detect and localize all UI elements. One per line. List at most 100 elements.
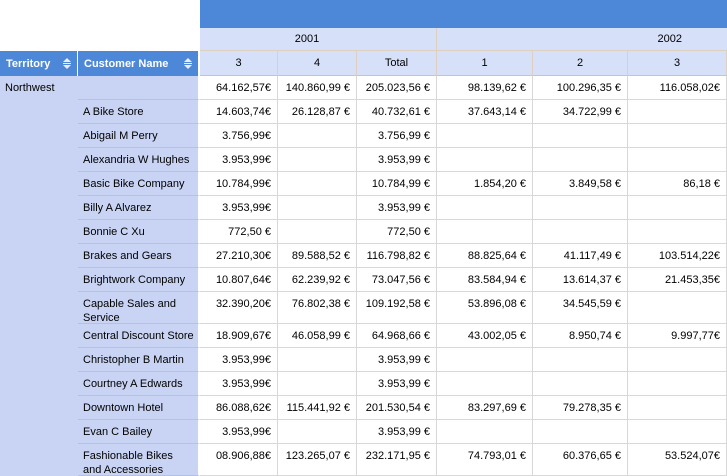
value-cell: 3.756,99 €: [357, 124, 437, 148]
customer-name-cell[interactable]: Alexandria W Hughes: [78, 148, 200, 172]
value-cell: [628, 124, 727, 148]
value-cell: 3.953,99€: [200, 196, 278, 220]
quarter-label: 3: [235, 57, 242, 69]
customer-name-cell[interactable]: Evan C Bailey: [78, 420, 200, 444]
value-cell: 3.953,99 €: [357, 372, 437, 396]
value-cell: 14.603,74€: [200, 100, 278, 124]
value-cell: 3.953,99 €: [357, 148, 437, 172]
customer-name-cell[interactable]: Brakes and Gears: [78, 244, 200, 268]
value-cell: [533, 220, 628, 244]
value-cell: 3.953,99 €: [357, 348, 437, 372]
value-cell: 8.950,74 €: [533, 324, 628, 348]
value-cell: 64.968,66 €: [357, 324, 437, 348]
quarter-header-2002-1[interactable]: 1: [437, 51, 533, 76]
quarter-header-2001-4[interactable]: 4: [278, 51, 357, 76]
value-cell: [278, 124, 357, 148]
value-cell: [533, 124, 628, 148]
customer-name-cell[interactable]: Central Discount Store: [78, 324, 200, 348]
value-cell: 115.441,92 €: [278, 396, 357, 420]
sort-up-arrow-icon: [183, 58, 192, 62]
value-cell: 08.906,88€: [200, 444, 278, 476]
value-cell: 64.162,57€: [200, 76, 278, 100]
year-header-2002[interactable]: 2002: [437, 28, 727, 51]
value-cell: 34.545,59 €: [533, 292, 628, 324]
value-cell: 772,50 €: [357, 220, 437, 244]
territory-header-label: Territory: [6, 57, 51, 70]
value-cell: 43.002,05 €: [437, 324, 533, 348]
value-cell: 13.614,37 €: [533, 268, 628, 292]
value-cell: 79.278,35 €: [533, 396, 628, 420]
value-cell: 201.530,54 €: [357, 396, 437, 420]
quarter-label: 2: [576, 57, 584, 69]
customer-name-cell[interactable]: Christopher B Martin: [78, 348, 200, 372]
year-header-row: 2001 2002: [200, 28, 727, 51]
table-row: Evan C Bailey 3.953,99€ 3.953,99 €: [78, 420, 727, 444]
pivot-top-band: [200, 0, 727, 28]
value-cell: [628, 220, 727, 244]
customer-name-cell[interactable]: Brightwork Company: [78, 268, 200, 292]
value-cell: 103.514,22€: [628, 244, 727, 268]
column-header-row: Territory Customer Name 3 4 Total 1 2 3: [0, 51, 727, 76]
value-cell: 62.239,92 €: [278, 268, 357, 292]
value-cell: 772,50 €: [200, 220, 278, 244]
value-cell: [628, 372, 727, 396]
customer-name-cell[interactable]: Abigail M Perry: [78, 124, 200, 148]
quarter-header-2002-3[interactable]: 3: [628, 51, 727, 76]
value-cell: [533, 420, 628, 444]
customer-sort-icon[interactable]: [181, 58, 194, 69]
customer-name-cell[interactable]: Billy A Alvarez: [78, 196, 200, 220]
value-cell: 88.825,64 €: [437, 244, 533, 268]
table-row: Billy A Alvarez 3.953,99€ 3.953,99 €: [78, 196, 727, 220]
value-cell: 116.058,02€: [628, 76, 727, 100]
customer-name-cell[interactable]: Courtney A Edwards: [78, 372, 200, 396]
value-cell: [278, 172, 357, 196]
customer-name-cell[interactable]: Capable Sales and Service: [78, 292, 200, 324]
quarter-header-2002-2[interactable]: 2: [533, 51, 628, 76]
customer-name-cell[interactable]: A Bike Store: [78, 100, 200, 124]
value-cell: 100.296,35 €: [533, 76, 628, 100]
customer-name-cell[interactable]: Downtown Hotel: [78, 396, 200, 420]
territory-column-header[interactable]: Territory: [0, 51, 78, 76]
table-row: Brakes and Gears 27.210,30€ 89.588,52 €116…: [78, 244, 727, 268]
value-cell: 73.047,56 €: [357, 268, 437, 292]
sort-down-arrow-icon: [183, 65, 192, 69]
customer-name-column-header[interactable]: Customer Name: [78, 51, 200, 76]
table-row: Basic Bike Company 10.784,99€ 10.784,99 €1…: [78, 172, 727, 196]
value-cell: [533, 148, 628, 172]
table-row: Abigail M Perry 3.756,99€ 3.756,99 €: [78, 124, 727, 148]
quarter-label: 3: [673, 57, 681, 69]
value-cell: 205.023,56 €: [357, 76, 437, 100]
value-cell: 3.953,99 €: [357, 420, 437, 444]
value-cell: 3.953,99€: [200, 372, 278, 396]
value-cell: [278, 420, 357, 444]
value-cell: 26.128,87 €: [278, 100, 357, 124]
territory-sort-icon[interactable]: [60, 58, 73, 69]
quarter-header-2001-total[interactable]: Total: [357, 51, 437, 76]
sort-down-arrow-icon: [62, 65, 71, 69]
value-cell: 53.524,07€: [628, 444, 727, 476]
table-row: Alexandria W Hughes 3.953,99€ 3.953,99 €: [78, 148, 727, 172]
value-cell: 60.376,65 €: [533, 444, 628, 476]
value-cell: [628, 348, 727, 372]
territory-cell[interactable]: Northwest: [0, 76, 78, 476]
value-cell: [628, 100, 727, 124]
customer-name-cell[interactable]: Basic Bike Company: [78, 172, 200, 196]
customer-name-cell[interactable]: Fashionable Bikes and Accessories: [78, 444, 200, 476]
value-cell: 83.297,69 €: [437, 396, 533, 420]
territory-subtotal-row: 64.162,57€ 140.860,99 €205.023,56 €98.139…: [78, 76, 727, 100]
value-cell: 10.784,99€: [200, 172, 278, 196]
value-cell: 86,18 €: [628, 172, 727, 196]
sort-up-arrow-icon: [62, 58, 71, 62]
customer-name-cell[interactable]: [78, 76, 200, 100]
year-header-2001[interactable]: 2001: [200, 28, 437, 51]
value-cell: 83.584,94 €: [437, 268, 533, 292]
quarter-label: 1: [481, 57, 488, 69]
value-cell: 32.390,20€: [200, 292, 278, 324]
quarter-header-2001-3[interactable]: 3: [200, 51, 278, 76]
value-cell: [278, 196, 357, 220]
customer-name-cell[interactable]: Bonnie C Xu: [78, 220, 200, 244]
value-cell: [437, 372, 533, 396]
value-cell: 116.798,82 €: [357, 244, 437, 268]
value-cell: [437, 196, 533, 220]
value-cell: 74.793,01 €: [437, 444, 533, 476]
